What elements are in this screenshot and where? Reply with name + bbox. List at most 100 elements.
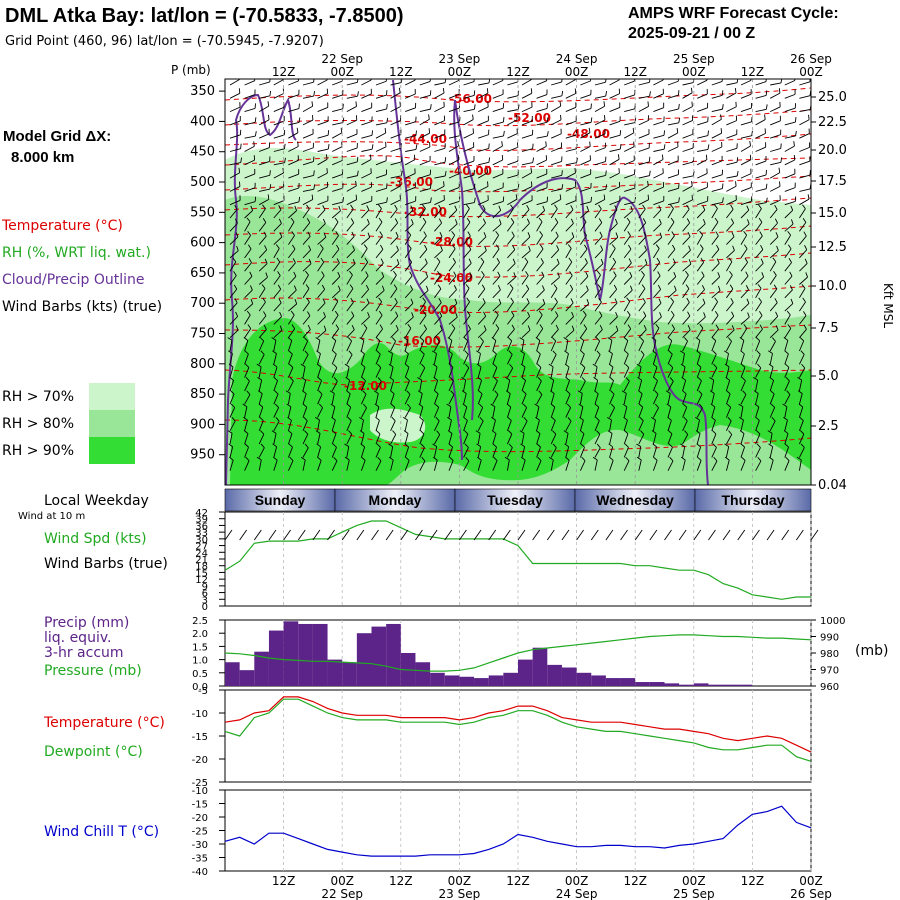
wind-barb [346,147,358,152]
wind-barb [477,316,487,325]
wind-barb [594,459,598,471]
wind-barb [784,107,796,113]
wind-barb [521,329,531,339]
panel-tick-label: -30 [192,840,208,851]
wind-barb [244,406,248,418]
wind-barb-flag [269,170,271,176]
wind-barb-flag [621,390,627,394]
surface-wind-barb [752,529,760,541]
wind-barb [361,237,370,245]
wind-barb-flag [570,218,574,224]
wind-barb-flag [794,117,797,123]
wind-barb [594,315,603,325]
wind-chill-panel: -10-15-20-25-30-35-40 [192,786,812,878]
wind-barb [244,145,255,152]
panel-tick-label: -15 [192,800,208,811]
wind-barb-flag [513,272,516,278]
wind-barb-flag [559,101,562,107]
wind-barb-flag [640,350,645,355]
wind-barb-flag [396,259,400,265]
wind-barb-flag [642,204,646,210]
wind-barb [784,80,796,86]
wind-barb [755,393,759,405]
isotherm-label: -16.00 [398,334,441,348]
wind-barb [609,330,619,339]
wind-barb [536,394,543,405]
height-tick-label: 17.5 [818,174,847,189]
wind-barb [551,188,563,192]
wind-barb [361,407,367,418]
wind-barb [769,353,773,365]
wind-barb [434,250,443,259]
wind-barb-flag [551,337,556,342]
bottom-hour-label: 12Z [741,874,765,888]
wind-barb [740,209,750,219]
wind-barb-flag [228,363,234,368]
wind-barb-flag [259,416,264,421]
wind-barb [477,366,482,378]
wind-barb [667,315,675,325]
panel-tick-label: 1.5 [192,642,208,653]
wind-barb-flag [576,157,578,163]
wind-barb [784,248,792,259]
wind-barb [653,407,659,418]
wind-barb [492,173,504,179]
surface-wind-barb [459,529,467,541]
wind-barb [361,200,372,206]
wind-barb [667,221,675,232]
wind-barb [594,188,606,192]
wind-barb-flag [327,144,330,150]
rh-key-label: RH > 90% [2,443,74,459]
wind-barb [609,366,614,378]
wind-barb-flag [769,376,774,381]
wind-barb [565,261,573,272]
wind-barb [375,381,382,392]
wind-barb [580,146,591,152]
wind-barb [361,302,370,312]
panel-tick-label: 9 [202,582,208,593]
wind-barb [273,288,282,299]
wind-barb [405,148,417,152]
wind-barb-flag [501,141,503,147]
wind-barb [769,302,778,312]
wind-barb-flag [394,297,398,303]
pressure-tick-label: 750 [190,327,215,342]
wind-barb [287,393,291,405]
wind-barb-flag [265,272,268,278]
wind-barb-flag [243,416,248,421]
wind-barb-flag [687,311,691,317]
wind-barb-flag [661,154,664,160]
wind-barb [536,340,541,352]
wind-barb-flag [796,456,802,461]
wind-barb [506,380,511,391]
wind-barb-flag [787,230,791,236]
wind-barb [784,262,792,272]
wind-barb [565,460,570,471]
wind-barb [244,107,256,113]
panel-right-tick-label: 970 [820,666,839,677]
wind-barb-flag [313,170,315,176]
wind-barb-flag [768,443,773,448]
wind-barb-flag [669,363,674,369]
wind-barb-flag [744,257,749,263]
wind-barb [770,134,781,139]
wind-barb-flag [624,350,629,355]
wind-barb [477,329,487,339]
wind-barb [638,302,646,312]
wind-barb-flag [532,157,535,163]
wind-barb [609,223,618,232]
wind-barb [405,121,416,126]
wind-barb-flag [315,430,321,434]
wind-barb [258,276,268,285]
wind-barb [302,105,313,112]
wind-barb-flag [386,117,389,123]
wind-barb [594,263,604,272]
wind-barb-flag [274,390,279,395]
wind-barb-flag [712,443,717,448]
surface-wind-barb [444,529,453,541]
wind-barb-flag [695,416,700,421]
rh-gap [370,408,426,443]
wind-barb [331,210,341,219]
wind-barb [405,107,416,113]
